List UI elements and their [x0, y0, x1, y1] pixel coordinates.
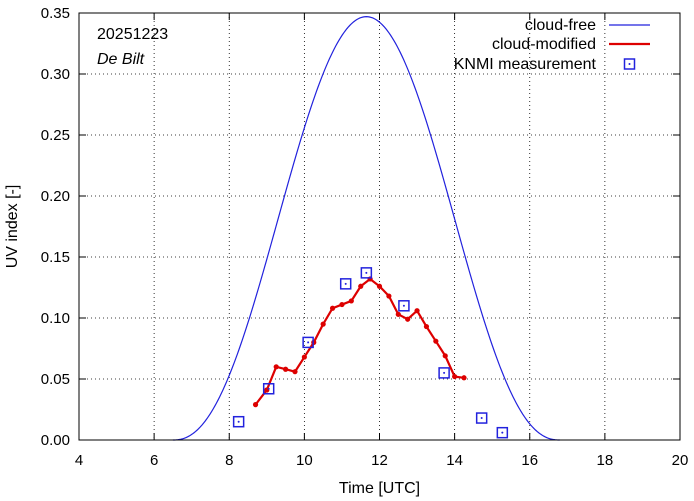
cloud-modified-point — [301, 354, 307, 360]
cloud-modified-point — [329, 305, 336, 311]
cloud-modified-point — [282, 366, 289, 372]
knmi-measurement-center — [443, 371, 446, 374]
y-tick-label: 0.10 — [41, 310, 70, 327]
legend: cloud-free cloud-modified KNMI measureme… — [454, 17, 650, 73]
cloud-modified-point — [395, 311, 401, 317]
x-tick-label: 20 — [672, 452, 689, 469]
cloud-modified-point — [273, 364, 279, 370]
cloud-modified-point — [405, 316, 411, 322]
knmi-measurement-center — [267, 387, 270, 390]
cloud-modified-point — [452, 373, 458, 380]
date-label: 20251223 — [97, 26, 168, 43]
knmi-measurement-center — [480, 417, 483, 420]
x-tick-label: 16 — [521, 452, 538, 469]
x-tick-label: 4 — [75, 452, 83, 469]
knmi-measurement-marker — [398, 300, 410, 312]
x-tick-label: 12 — [371, 452, 388, 469]
knmi-measurement-marker — [360, 267, 373, 279]
cloud-modified-point — [376, 283, 383, 289]
cloud-modified-point — [320, 321, 326, 327]
cloud-modified-point — [433, 338, 439, 344]
legend-label-knmi-measurement: KNMI measurement — [454, 56, 597, 73]
cloud-modified-point — [348, 298, 354, 304]
cloud-modified-point — [339, 301, 345, 308]
legend-square-center — [628, 63, 631, 65]
knmi-measurement-marker — [438, 367, 450, 379]
x-tick-label: 14 — [446, 452, 463, 469]
y-tick-label: 0.15 — [41, 249, 70, 266]
cloud-modified-point — [423, 323, 430, 330]
knmi-measurement-marker — [302, 336, 314, 349]
x-tick-label: 8 — [225, 452, 233, 469]
x-tick-label: 18 — [597, 452, 614, 469]
knmi-measurement-marker — [262, 383, 275, 395]
legend-label-cloud-modified: cloud-modified — [492, 36, 596, 53]
cloud-modified-point — [414, 308, 420, 314]
knmi-measurement-center — [365, 271, 368, 274]
cloud-modified-point — [461, 375, 467, 381]
x-axis-title: Time [UTC] — [339, 480, 420, 497]
y-tick-label: 0.35 — [41, 5, 70, 22]
y-tick-label: 0.20 — [41, 188, 70, 205]
cloud-free-line — [172, 16, 560, 441]
knmi-measurement-marker — [232, 415, 245, 428]
knmi-measurement-center — [344, 282, 347, 285]
y-tick-label: 0.25 — [41, 127, 70, 144]
location-label: De Bilt — [97, 51, 145, 68]
legend-square-marker — [623, 58, 636, 70]
x-tick-label: 6 — [150, 452, 158, 469]
cloud-modified-point — [442, 353, 448, 359]
knmi-measurement-marker — [496, 426, 509, 439]
knmi-measurement-center — [307, 341, 310, 344]
cloud-modified-point — [386, 293, 392, 299]
knmi-measurement-center — [237, 420, 240, 423]
grid-lines — [79, 13, 680, 440]
knmi-measurement-marker — [475, 412, 488, 424]
legend-swatch-knmi-measurement — [623, 58, 636, 70]
knmi-measurement-marker — [339, 278, 352, 290]
knmi-measurement-center — [501, 431, 504, 434]
legend-label-cloud-free: cloud-free — [525, 17, 596, 34]
cloud-modified-point — [358, 283, 364, 289]
cloud-modified-point — [252, 402, 259, 408]
y-tick-label: 0.05 — [41, 371, 70, 388]
x-tick-label: 10 — [296, 452, 313, 469]
y-axis-title: UV index [-] — [4, 185, 21, 269]
knmi-measurement-center — [402, 304, 405, 307]
series-layer — [172, 16, 560, 441]
cloud-modified-point — [292, 369, 298, 375]
tick-labels: 4 6 8 10 12 14 16 18 20 0.00 0.05 0.10 0.15 0.20 0.25 0… — [41, 5, 689, 469]
plot-frame — [78, 12, 681, 441]
y-tick-label: 0.00 — [41, 432, 70, 449]
y-tick-label: 0.30 — [41, 66, 70, 83]
